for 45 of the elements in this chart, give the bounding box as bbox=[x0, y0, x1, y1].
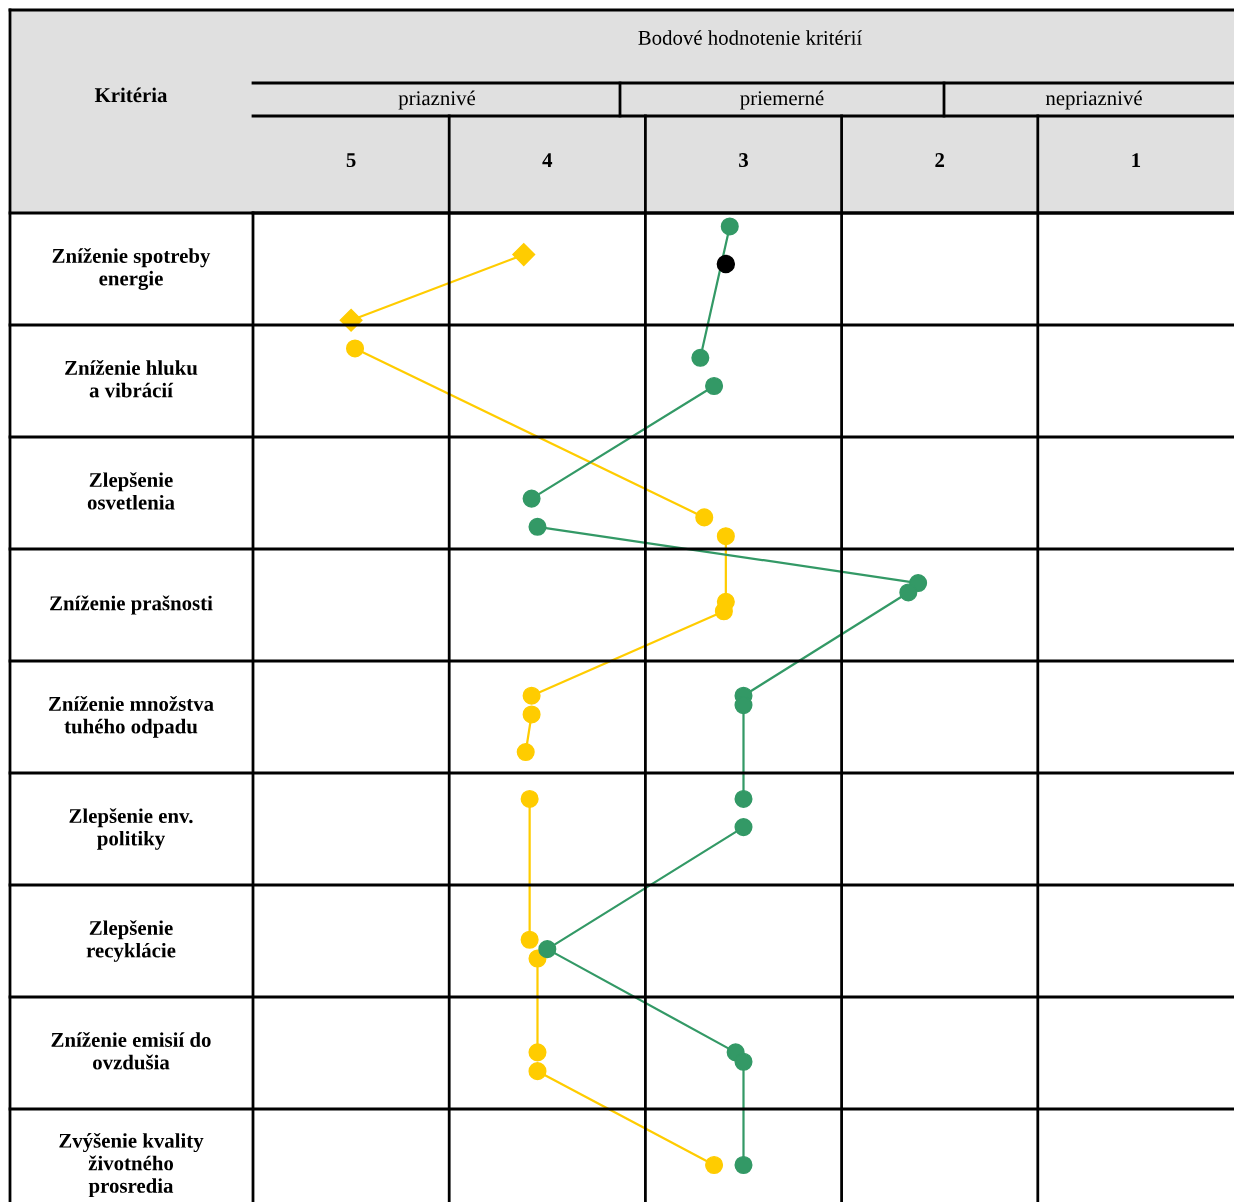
point bbox=[734, 1155, 753, 1175]
text: priemerné bbox=[740, 90, 824, 110]
point bbox=[520, 930, 539, 949]
text: Zlepšenie env. politiky bbox=[69, 808, 193, 850]
text: Zlepšenie recyklácie bbox=[86, 920, 176, 962]
point bbox=[734, 789, 753, 808]
text: priaznivé bbox=[398, 90, 476, 110]
text: Zníženie emisií do ovzdušia bbox=[51, 1032, 211, 1070]
point bbox=[345, 339, 365, 358]
point bbox=[339, 308, 363, 332]
text: Zníženie hluku a vibrácií bbox=[65, 360, 198, 398]
point bbox=[705, 376, 724, 396]
x-tick-label: 4 bbox=[542, 153, 553, 167]
chart-title: Bodové hodnotenie kritérií bbox=[638, 30, 863, 45]
point bbox=[522, 686, 541, 705]
point bbox=[714, 602, 733, 621]
point bbox=[734, 1052, 753, 1071]
x-tick-label: 5 bbox=[346, 153, 356, 168]
x-tick-label: 3 bbox=[739, 153, 748, 168]
point bbox=[516, 743, 535, 762]
y-axis-title: Kritéria bbox=[94, 87, 168, 103]
point bbox=[528, 517, 547, 536]
x-tick-label: 1 bbox=[1132, 153, 1141, 167]
point bbox=[720, 217, 739, 236]
point bbox=[705, 1155, 724, 1175]
point bbox=[716, 527, 735, 546]
point bbox=[522, 705, 541, 724]
text: Zníženie prašnosti bbox=[50, 595, 213, 615]
text: Zvýšenie kvality životného prosredia bbox=[59, 1132, 204, 1198]
point bbox=[538, 940, 557, 959]
point bbox=[716, 254, 736, 274]
point bbox=[695, 508, 714, 527]
point bbox=[522, 489, 541, 508]
text: nepriaznivé bbox=[1045, 90, 1142, 110]
text: Zníženie množstva tuhého odpadu bbox=[48, 696, 214, 738]
point bbox=[734, 818, 753, 837]
point bbox=[899, 583, 918, 602]
point bbox=[528, 1043, 547, 1062]
point bbox=[520, 789, 539, 808]
text: Zníženie spotreby energie bbox=[52, 248, 211, 290]
point bbox=[512, 243, 536, 267]
point bbox=[528, 1062, 547, 1081]
text: Zlepšenie osvetlenia bbox=[87, 472, 175, 510]
point bbox=[691, 348, 710, 367]
x-tick-label: 2 bbox=[935, 153, 945, 167]
